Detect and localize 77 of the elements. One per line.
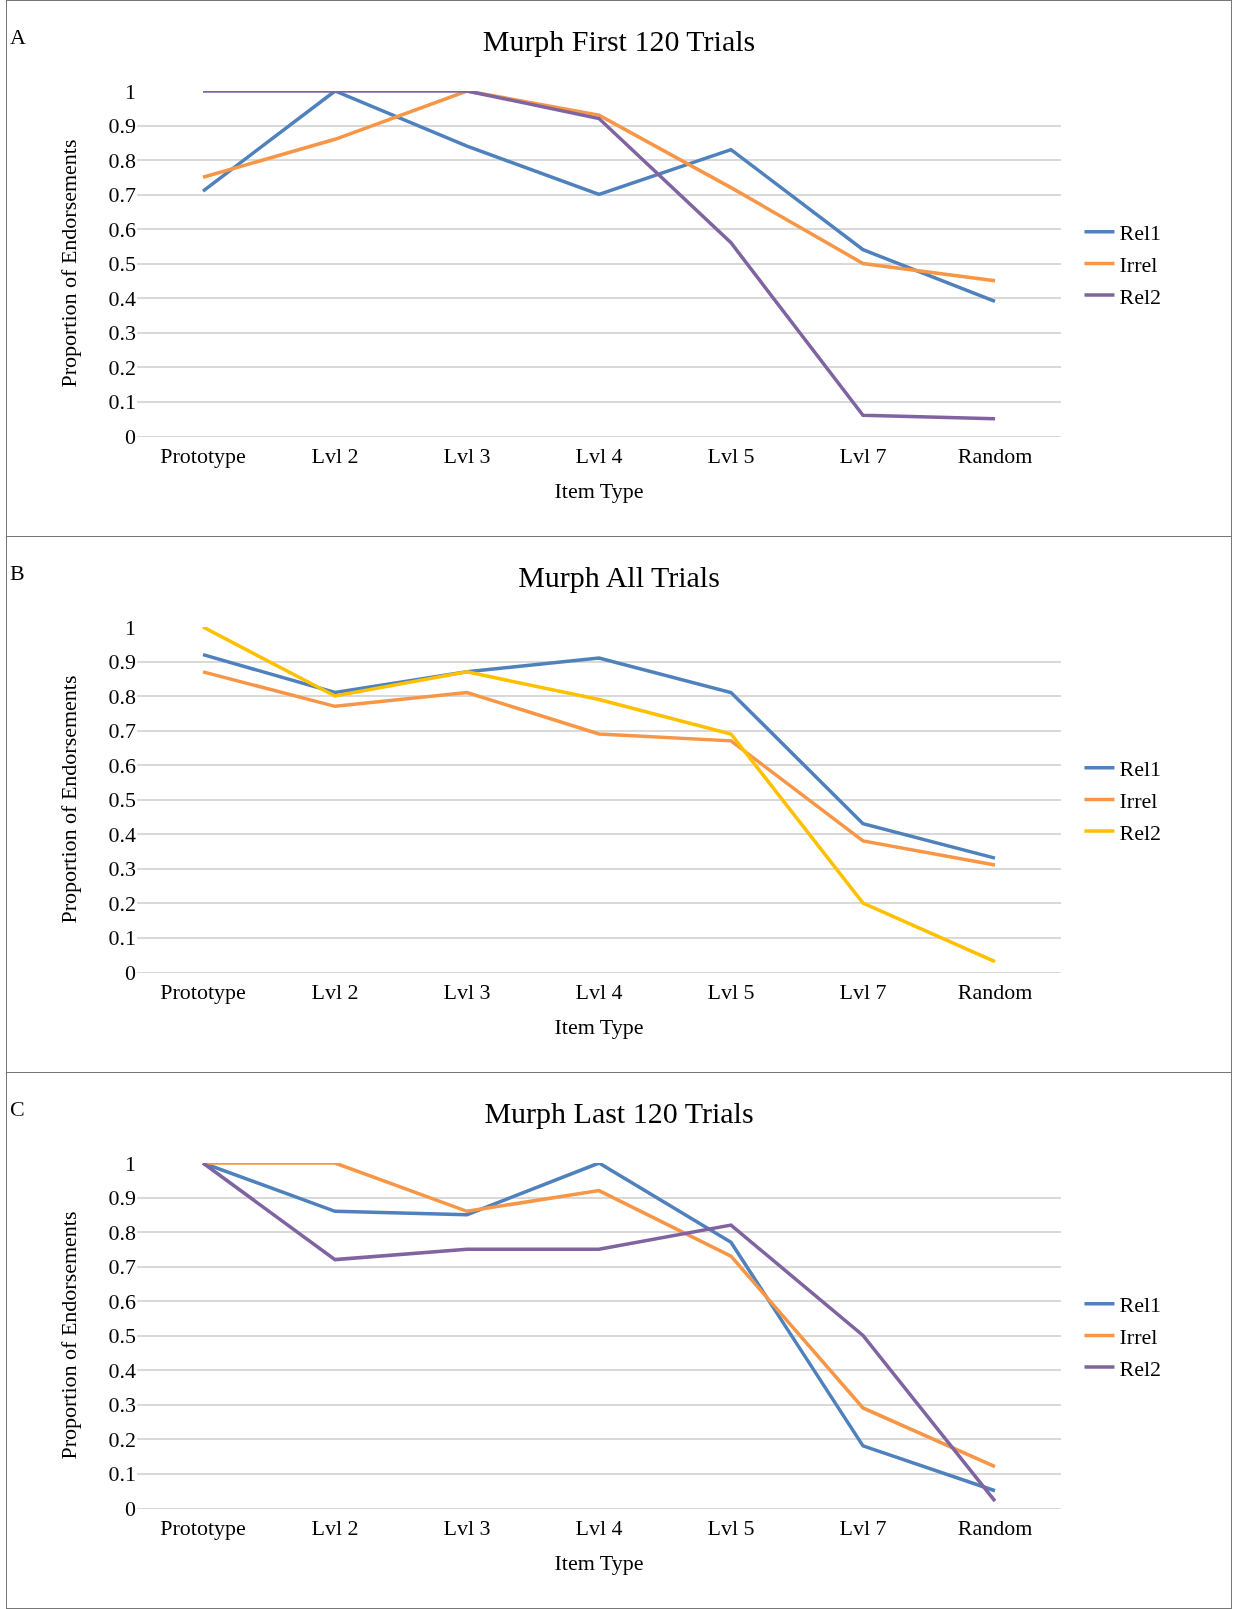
y-axis-title: Proportion of Endorsements	[56, 1211, 82, 1460]
legend-label: Rel1	[1119, 1292, 1162, 1318]
x-tick-label: Lvl 4	[575, 1515, 623, 1541]
text: B	[10, 560, 25, 585]
x-tick-label: Random	[957, 979, 1033, 1005]
x-tick-label: Lvl 3	[443, 443, 491, 469]
x-tick-label: Lvl 3	[443, 979, 491, 1005]
y-tick-label: 1	[125, 1150, 136, 1176]
y-tick-label: 0.8	[108, 683, 136, 709]
y-axis-title: Proportion of Endorsements	[56, 675, 82, 924]
x-tick-label: Lvl 2	[311, 443, 359, 469]
x-tick-label: Prototype	[160, 979, 246, 1005]
y-tick-label: 0.8	[108, 147, 136, 173]
y-tick-label: 0.7	[108, 718, 136, 744]
y-tick-label: 0.8	[108, 1219, 136, 1245]
x-axis-title: Item Type	[554, 478, 644, 504]
x-tick-label: Random	[957, 443, 1033, 469]
x-tick-label: Lvl 7	[839, 979, 887, 1005]
line-series	[201, 91, 997, 421]
y-tick-label: 0.5	[108, 1323, 136, 1349]
y-tick-label: 0	[125, 959, 136, 985]
x-tick-label: Lvl 7	[839, 1515, 887, 1541]
x-axis-title: Item Type	[554, 1014, 644, 1040]
y-tick-label: 0.2	[108, 354, 136, 380]
y-tick-label: 1	[125, 78, 136, 104]
x-tick-label: Lvl 2	[311, 979, 359, 1005]
legend-label: Rel1	[1119, 220, 1162, 246]
text: C	[10, 1096, 25, 1121]
y-tick-label: 0.5	[108, 787, 136, 813]
y-tick-label: 0.6	[108, 1288, 136, 1314]
chart-title: Murph First 120 Trials	[482, 24, 756, 58]
chart-title: Murph All Trials	[518, 560, 720, 594]
y-tick-label: 0.5	[108, 251, 136, 277]
x-tick-label: Lvl 5	[707, 1515, 755, 1541]
y-tick-label: 0.4	[108, 821, 136, 847]
text: A	[10, 24, 26, 49]
legend-label: Rel2	[1119, 283, 1162, 309]
y-tick-label: 0.6	[108, 216, 136, 242]
legend-label: Rel1	[1119, 756, 1162, 782]
x-tick-label: Lvl 4	[575, 979, 623, 1005]
x-tick-label: Lvl 2	[311, 1515, 359, 1541]
y-tick-label: 0.1	[108, 925, 136, 951]
line-series	[201, 627, 997, 964]
y-tick-label: 0.3	[108, 1392, 136, 1418]
x-tick-label: Lvl 7	[839, 443, 887, 469]
y-tick-label: 0.1	[108, 1461, 136, 1487]
legend-label: Rel2	[1119, 1355, 1162, 1381]
y-tick-label: 0.4	[108, 1357, 136, 1383]
y-axis-title: Proportion of Endorsements	[56, 139, 82, 388]
x-tick-label: Random	[957, 1515, 1033, 1541]
x-tick-label: Prototype	[160, 443, 246, 469]
x-axis-title: Item Type	[554, 1550, 644, 1576]
y-tick-label: 0	[125, 423, 136, 449]
x-tick-label: Prototype	[160, 1515, 246, 1541]
x-tick-label: Lvl 4	[575, 443, 623, 469]
y-tick-label: 0.3	[108, 320, 136, 346]
y-tick-label: 0.9	[108, 113, 136, 139]
y-tick-label: 0.2	[108, 890, 136, 916]
y-tick-label: 0.9	[108, 649, 136, 675]
y-tick-label: 0.7	[108, 1254, 136, 1280]
y-tick-label: 0.2	[108, 1426, 136, 1452]
y-tick-label: 0.6	[108, 752, 136, 778]
legend-label: Irrel	[1119, 251, 1158, 277]
y-tick-label: 1	[125, 614, 136, 640]
x-tick-label: Lvl 5	[707, 979, 755, 1005]
x-tick-label: Lvl 5	[707, 443, 755, 469]
legend-label: Irrel	[1119, 1323, 1158, 1349]
y-tick-label: 0.7	[108, 182, 136, 208]
y-tick-label: 0.4	[108, 285, 136, 311]
y-tick-label: 0.1	[108, 389, 136, 415]
legend-label: Irrel	[1119, 787, 1158, 813]
y-tick-label: 0	[125, 1495, 136, 1521]
legend-label: Rel2	[1119, 819, 1162, 845]
chart-title: Murph Last 120 Trials	[484, 1096, 754, 1130]
y-tick-label: 0.3	[108, 856, 136, 882]
y-tick-label: 0.9	[108, 1185, 136, 1211]
x-tick-label: Lvl 3	[443, 1515, 491, 1541]
